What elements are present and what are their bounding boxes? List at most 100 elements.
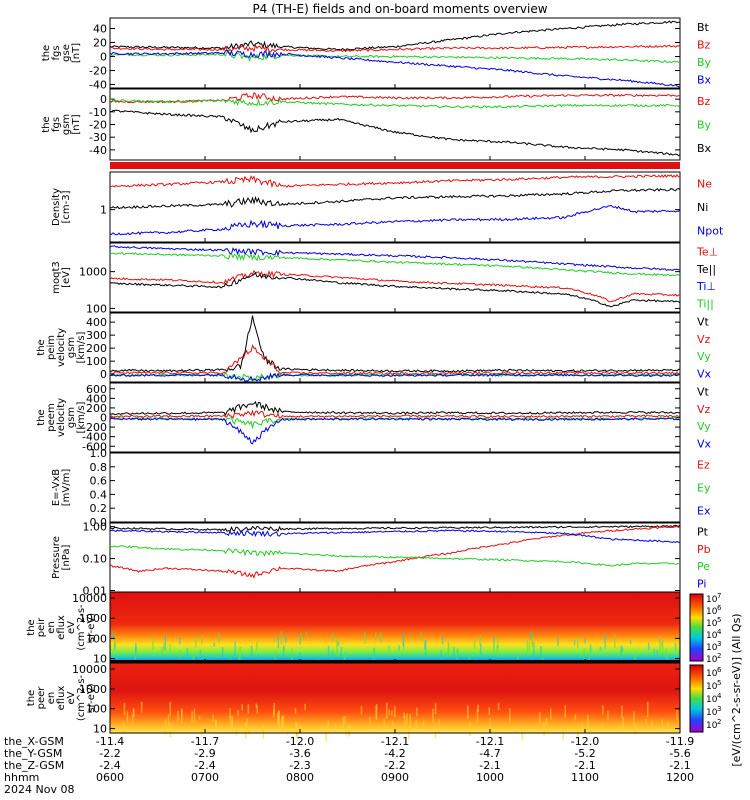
spectrogram-streak xyxy=(164,634,167,651)
y-axis-label: [km/s] xyxy=(76,401,87,433)
y-tick-label: 0.4 xyxy=(90,488,108,501)
series-line-Vx xyxy=(109,372,681,382)
spectrogram-streak xyxy=(273,703,275,715)
spectrogram-streak xyxy=(497,703,500,710)
spectrogram-streak xyxy=(179,649,181,660)
series-line-Vz xyxy=(109,409,681,420)
legend-Vx: Vx xyxy=(697,437,712,450)
legend-Vy: Vy xyxy=(697,350,711,363)
spectrogram-streak xyxy=(521,726,523,741)
spectrogram-streak xyxy=(659,639,661,655)
spectrogram-streak xyxy=(344,715,346,724)
spectrogram-streak xyxy=(272,709,275,718)
y-tick-label: -40 xyxy=(89,79,107,92)
y-tick-label: 100 xyxy=(86,632,107,645)
y-axis-label: [cm-3] xyxy=(61,190,72,223)
series-line-By xyxy=(109,51,681,64)
spectrogram-streak xyxy=(658,636,661,643)
spectrogram-streak xyxy=(245,723,247,739)
spectrogram-streak xyxy=(403,712,405,719)
x-axis-value: -12.0 xyxy=(571,735,599,748)
spectrogram-streak xyxy=(391,710,393,716)
panel-peir-spectrogram: 10000 1000 100 10 the peir en eflux eV (cm^2-s-sr… xyxy=(26,591,681,673)
series-line-Pi xyxy=(109,529,681,543)
spectrogram-streak xyxy=(661,641,664,655)
spectrogram-streak xyxy=(201,635,203,645)
series-line-Vx xyxy=(109,417,681,445)
spectrogram-streak xyxy=(169,722,172,738)
y-tick-label: 300 xyxy=(86,329,107,342)
colorbar-tick-exponent: 5 xyxy=(717,616,721,624)
colorbar-tick-exponent: 6 xyxy=(717,666,722,674)
legend-Vt: Vt xyxy=(697,316,710,329)
colorbar-tick-label: 10 xyxy=(706,607,718,617)
x-axis-value: -11.9 xyxy=(666,735,694,748)
y-axis-label: [mV/m] xyxy=(61,469,72,507)
colorbar-tick-exponent: 7 xyxy=(717,592,721,600)
colorbar-top xyxy=(689,593,704,662)
spectrogram-streak xyxy=(327,645,330,656)
x-axis-value: 0600 xyxy=(96,771,124,784)
series-line-Ne xyxy=(109,174,681,189)
series-line-By xyxy=(109,98,681,109)
y-axis-label: fgs xyxy=(51,45,62,60)
spectrogram-streak xyxy=(195,636,197,648)
panel-pressure: 1.00 0.10 0.01 Pressure [nPa] Pt Pb Pe Pi xyxy=(51,521,711,598)
spectrogram-streak xyxy=(602,705,604,715)
spectrogram-streak xyxy=(539,712,541,725)
spectrogram-streak xyxy=(255,703,258,708)
x-axis-row-label: the_Z-GSM xyxy=(4,759,64,772)
y-tick-label: 600 xyxy=(86,383,107,396)
legend-Ne: Ne xyxy=(697,178,712,191)
x-axis-value: -5.6 xyxy=(669,747,690,760)
spectrogram-streak xyxy=(369,716,371,726)
spectrogram-streak xyxy=(373,647,375,662)
spectrogram-streak xyxy=(191,711,193,723)
legend-Pb: Pb xyxy=(697,543,711,556)
y-axis-label: en xyxy=(46,621,57,634)
spectrogram-streak xyxy=(131,714,134,724)
spectrogram-streak xyxy=(229,716,232,731)
legend-Pt: Pt xyxy=(697,526,709,539)
y-tick-label: 0.8 xyxy=(90,461,108,474)
legend-By: By xyxy=(697,119,712,132)
spectrogram-streak xyxy=(250,645,253,659)
spectrogram-streak xyxy=(480,643,482,656)
spectrogram-streak xyxy=(434,703,437,714)
x-axis-value: -2.3 xyxy=(289,759,310,772)
x-axis-value: -2.9 xyxy=(194,747,215,760)
legend-Te||: Te|| xyxy=(696,263,716,276)
spectrogram-streak xyxy=(163,642,165,651)
spectrogram-streak xyxy=(181,708,183,724)
series-line-Pb xyxy=(109,525,681,579)
legend-Ti||: Ti|| xyxy=(696,297,714,310)
spectrogram-streak xyxy=(295,723,298,739)
series-line-Ti|| xyxy=(109,251,681,277)
y-axis-label: the xyxy=(36,409,47,425)
series-line-Vt xyxy=(109,400,681,417)
spectrogram-streak xyxy=(345,729,348,736)
spectrogram-streak xyxy=(238,654,240,666)
spectrogram-streak xyxy=(415,720,417,729)
spectrogram-streak xyxy=(161,647,163,655)
legend-Bx: Bx xyxy=(697,142,712,155)
y-axis-label: E=-VxB xyxy=(51,469,62,506)
spectrogram-streak xyxy=(674,643,677,651)
colorbar-tick-label: 10 xyxy=(706,708,718,718)
panel-efield: 1.00.80.60.40.20.0 E=-VxB [mV/m] Ez Ey Ex xyxy=(51,447,711,529)
y-tick-label: 0.01 xyxy=(83,585,108,598)
spectrogram-streak xyxy=(201,727,203,736)
legend-Te⊥: Te⊥ xyxy=(696,246,718,259)
spectrogram-streak xyxy=(364,631,366,644)
spectrogram-streak xyxy=(437,728,439,734)
y-axis-label: peer xyxy=(36,686,47,710)
spectrogram-streak xyxy=(256,641,258,651)
spectrogram-streak xyxy=(645,718,648,723)
y-axis-label: peir xyxy=(36,617,47,637)
panel-frame xyxy=(109,452,681,523)
legend-Bz: Bz xyxy=(697,38,711,51)
spectrogram-streak xyxy=(294,707,297,714)
legend-Ey: Ey xyxy=(697,482,711,495)
y-axis-label: gsm xyxy=(61,114,72,135)
spectrogram-streak xyxy=(229,708,231,719)
